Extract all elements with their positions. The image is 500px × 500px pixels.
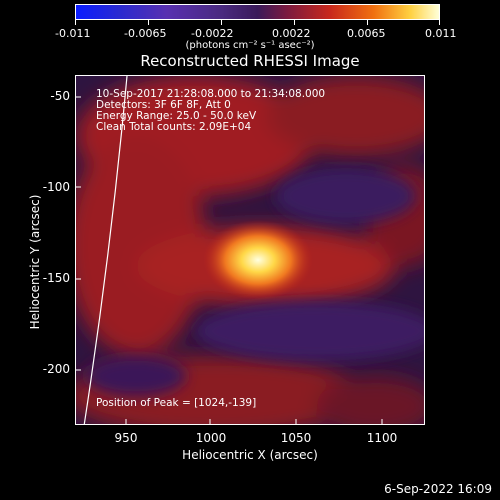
y-tick-label: -200 <box>42 362 70 376</box>
info-time-range: 10-Sep-2017 21:28:08.000 to 21:34:08.000 <box>96 88 326 100</box>
colorbar-tick-label: 0.0065 <box>347 27 386 40</box>
peak-position-label: Position of Peak = [1024,-139] <box>96 397 257 409</box>
purple-regions <box>86 168 424 396</box>
flare-peak <box>203 220 313 300</box>
y-tick-label: -100 <box>42 180 70 194</box>
colorbar <box>75 4 440 20</box>
x-tick-label: 1000 <box>195 431 227 445</box>
solar-limb <box>83 76 128 424</box>
timestamp: 6-Sep-2022 16:09 <box>384 482 492 496</box>
info-detectors: Detectors: 3F 6F 8F, Att 0 <box>96 99 231 111</box>
colorbar-tick-label: -0.0022 <box>191 27 234 40</box>
x-tick-label: 1100 <box>366 431 398 445</box>
colorbar-tick-label: -0.0065 <box>124 27 167 40</box>
info-clean-counts: Clean Total counts: 2.09E+04 <box>96 121 252 133</box>
plot-title: Reconstructed RHESSI Image <box>140 52 360 70</box>
x-tick-label: 950 <box>114 431 138 445</box>
x-tick-label: 1050 <box>280 431 312 445</box>
image-canvas <box>76 76 424 424</box>
x-axis-label: Heliocentric X (arcsec) <box>182 448 318 462</box>
image-plot: 10-Sep-2017 21:28:08.000 to 21:34:08.000… <box>75 75 425 425</box>
colorbar-ticks <box>75 20 440 26</box>
colorbar-tick-label: 0.011 <box>425 27 457 40</box>
y-tick-label: -150 <box>42 271 70 285</box>
colorbar-tick-label: -0.011 <box>55 27 91 40</box>
info-energy-range: Energy Range: 25.0 - 50.0 keV <box>96 110 257 122</box>
colorbar-tick-label: 0.0022 <box>272 27 311 40</box>
y-tick-label: -50 <box>50 89 70 103</box>
y-axis-label: Heliocentric Y (arcsec) <box>28 194 42 330</box>
colorbar-units: (photons cm⁻² s⁻¹ asec⁻²) <box>185 40 315 51</box>
